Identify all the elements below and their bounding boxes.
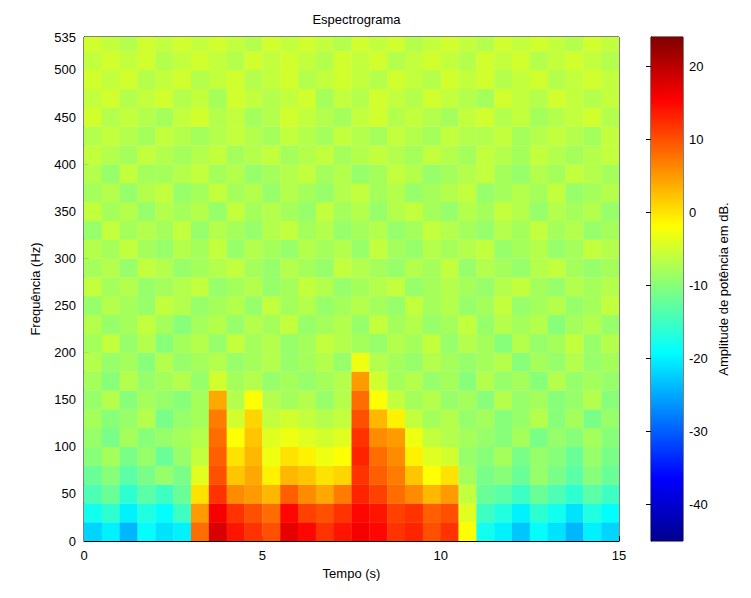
svg-text:100: 100 — [54, 439, 76, 454]
svg-text:10: 10 — [433, 548, 447, 563]
svg-text:20: 20 — [689, 59, 703, 74]
svg-text:0: 0 — [69, 534, 76, 549]
svg-text:200: 200 — [54, 345, 76, 360]
svg-text:450: 450 — [54, 110, 76, 125]
svg-text:535: 535 — [54, 30, 76, 45]
svg-text:Amplitude de potência em dB.: Amplitude de potência em dB. — [716, 202, 731, 375]
svg-text:-20: -20 — [689, 351, 708, 366]
svg-text:15: 15 — [612, 548, 626, 563]
svg-text:Frequência (Hz): Frequência (Hz) — [28, 242, 43, 335]
svg-text:0: 0 — [80, 548, 87, 563]
svg-text:-10: -10 — [689, 278, 708, 293]
svg-text:Tempo (s): Tempo (s) — [323, 566, 381, 581]
svg-text:-40: -40 — [689, 497, 708, 512]
svg-text:300: 300 — [54, 251, 76, 266]
svg-text:50: 50 — [62, 486, 76, 501]
svg-text:400: 400 — [54, 157, 76, 172]
svg-text:500: 500 — [54, 62, 76, 77]
svg-text:250: 250 — [54, 298, 76, 313]
svg-text:10: 10 — [689, 132, 703, 147]
svg-text:Espectrograma: Espectrograma — [312, 12, 401, 27]
svg-text:150: 150 — [54, 392, 76, 407]
svg-text:0: 0 — [689, 205, 696, 220]
svg-text:-30: -30 — [689, 424, 708, 439]
svg-text:5: 5 — [259, 548, 266, 563]
svg-text:350: 350 — [54, 204, 76, 219]
